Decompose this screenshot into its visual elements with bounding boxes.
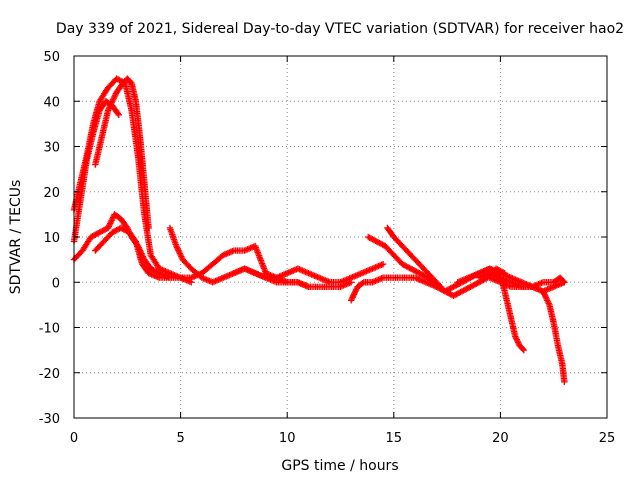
- y-tick-label: 30: [43, 141, 60, 156]
- series-track-b: [70, 98, 122, 245]
- series-track-j: [384, 224, 508, 300]
- axis-ticks: 0 5 10 15 20 25 50 40 30 20 10 0 -10 -20 -30: [39, 50, 616, 446]
- x-tick-label: 25: [599, 431, 616, 446]
- data-point: [188, 279, 195, 286]
- y-axis-title: SDTVAR / TECUs: [8, 180, 24, 295]
- grid-lines: [74, 56, 607, 418]
- y-tick-label: -20: [39, 367, 60, 382]
- data-point: [560, 277, 567, 285]
- data-point: [500, 269, 507, 276]
- x-axis-title: GPS time / hours: [281, 458, 398, 474]
- data-point: [359, 279, 366, 287]
- data-point: [501, 270, 508, 277]
- data-point: [379, 260, 387, 268]
- x-tick-label: 0: [70, 431, 78, 446]
- data-series: [70, 75, 568, 385]
- series-track-h: [347, 274, 440, 304]
- data-point: [166, 274, 174, 281]
- series-track-g: [230, 260, 387, 286]
- y-tick-label: 20: [43, 186, 60, 201]
- y-tick-label: -10: [39, 322, 60, 337]
- data-point: [131, 237, 139, 244]
- series-track-m: [475, 270, 568, 290]
- series-track-c: [92, 75, 152, 232]
- data-point: [520, 346, 528, 354]
- plot-area-border: [73, 55, 608, 419]
- y-tick-label: -30: [39, 412, 60, 427]
- series-track-e: [92, 224, 174, 281]
- x-tick-label: 5: [176, 431, 184, 446]
- data-point: [561, 279, 568, 286]
- y-tick-label: 40: [43, 95, 60, 110]
- data-point: [114, 110, 122, 117]
- data-point: [519, 345, 526, 353]
- x-tick-label: 15: [386, 431, 403, 446]
- y-tick-label: 10: [43, 231, 60, 246]
- data-point: [115, 111, 122, 119]
- y-tick-label: 0: [52, 276, 60, 291]
- data-point: [145, 224, 152, 232]
- x-tick-label: 20: [492, 431, 509, 446]
- data-point: [561, 378, 568, 385]
- chart-title: Day 339 of 2021, Sidereal Day-to-day VTE…: [56, 21, 624, 37]
- y-tick-label: 50: [43, 50, 60, 65]
- series-track-l: [486, 274, 568, 385]
- x-tick-label: 10: [279, 431, 296, 446]
